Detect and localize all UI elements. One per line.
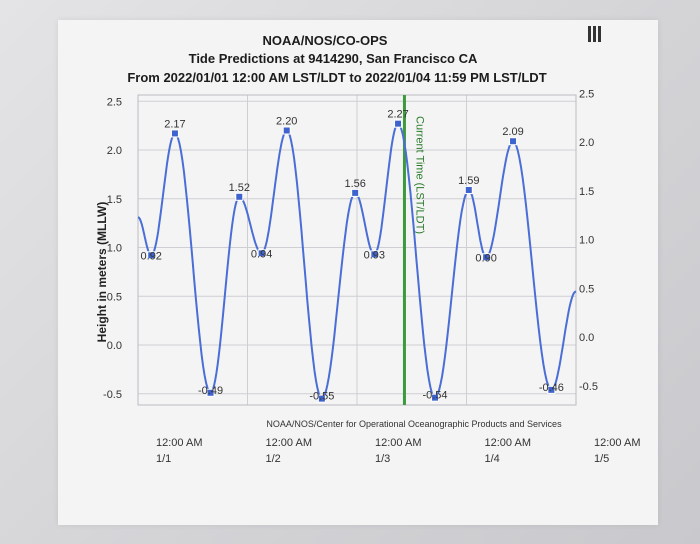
x-tick-time: 12:00 AM	[266, 437, 312, 449]
extreme-point	[370, 250, 379, 259]
extreme-label: 1.52	[229, 182, 250, 194]
x-ticks: 12:00 AM 1/1 12:00 AM 1/2 12:00 AM 1/3 12:00 A…	[156, 437, 640, 465]
extreme-label: 2.20	[276, 116, 297, 128]
title-station: Tide Predictions at 9414290, San Francis…	[189, 51, 478, 66]
extreme-label: -0.55	[309, 391, 334, 403]
extreme-label: -0.46	[539, 382, 564, 394]
current-time-label: Current Time (LST/LDT)	[413, 116, 425, 234]
title-range: From 2022/01/01 12:00 AM LST/LDT to 2022…	[127, 70, 546, 85]
extreme-label: 0.94	[251, 248, 272, 260]
extreme-label: 0.90	[475, 252, 496, 264]
credit-text: NOAA/NOS/Center for Operational Oceanogr…	[266, 419, 562, 429]
extreme-label: -0.54	[422, 390, 447, 402]
y-tick-left: 0.5	[107, 291, 122, 303]
extreme-point	[257, 249, 266, 258]
extreme-label: 2.09	[502, 126, 523, 138]
y-tick-left: -0.5	[103, 389, 122, 401]
y-tick-left: 2.5	[107, 96, 122, 108]
plot-border	[137, 94, 577, 406]
y-axis-label: Height in meters (MLLW)	[95, 202, 109, 343]
extreme-point	[206, 388, 215, 397]
extreme-point	[282, 126, 291, 135]
y-ticks: 2.5 2.5 2.0 2.0 1.5 1.5 1.0 1.0 0.5 0.5 0.0 0.0 -0.5…	[103, 88, 598, 401]
extreme-point	[464, 185, 473, 194]
y-tick-left: 1.5	[107, 194, 122, 206]
extreme-point	[394, 119, 403, 128]
menu-icon[interactable]	[588, 26, 602, 42]
y-tick-right: 2.0	[579, 137, 594, 149]
y-tick-right: 2.5	[579, 88, 594, 100]
extreme-label: 1.56	[344, 178, 365, 190]
extreme-label: 2.17	[164, 118, 185, 130]
title-org: NOAA/NOS/CO-OPS	[263, 33, 388, 48]
extreme-label: 0.93	[364, 249, 385, 261]
extreme-point	[351, 188, 360, 197]
extreme-point	[431, 393, 440, 402]
extreme-point	[509, 137, 518, 146]
chart-sheet	[58, 20, 658, 525]
x-tick-date: 1/1	[156, 453, 171, 465]
extreme-point	[317, 394, 326, 403]
x-tick-date: 1/3	[375, 453, 390, 465]
extreme-point	[170, 129, 179, 138]
extreme-label: 0.92	[141, 250, 162, 262]
y-tick-right: 0.0	[579, 332, 594, 344]
extreme-label: -0.49	[198, 385, 223, 397]
grid	[137, 94, 577, 406]
x-tick-date: 1/4	[485, 453, 500, 465]
x-tick-time: 12:00 AM	[594, 437, 640, 449]
y-tick-left: 1.0	[107, 243, 122, 255]
x-tick-date: 1/2	[266, 453, 281, 465]
extreme-point	[547, 385, 556, 394]
extreme-point	[482, 253, 491, 262]
y-tick-right: 1.5	[579, 186, 594, 198]
y-tick-right: 1.0	[579, 235, 594, 247]
y-tick-left: 0.0	[107, 340, 122, 352]
extreme-point	[147, 251, 156, 260]
extreme-label: 1.59	[458, 175, 479, 187]
y-tick-left: 2.0	[107, 145, 122, 157]
extreme-label: 2.27	[387, 109, 408, 121]
x-tick-time: 12:00 AM	[485, 437, 531, 449]
x-tick-time: 12:00 AM	[156, 437, 202, 449]
y-tick-right: 0.5	[579, 283, 594, 295]
extreme-point	[235, 192, 244, 201]
extreme-markers: 0.92 2.17 -0.49 1.52 0.94 2.20 -0.55 1.56 0.93 2.…	[141, 109, 564, 403]
x-tick-date: 1/5	[594, 453, 609, 465]
x-tick-time: 12:00 AM	[375, 437, 421, 449]
y-tick-right: -0.5	[579, 381, 598, 393]
